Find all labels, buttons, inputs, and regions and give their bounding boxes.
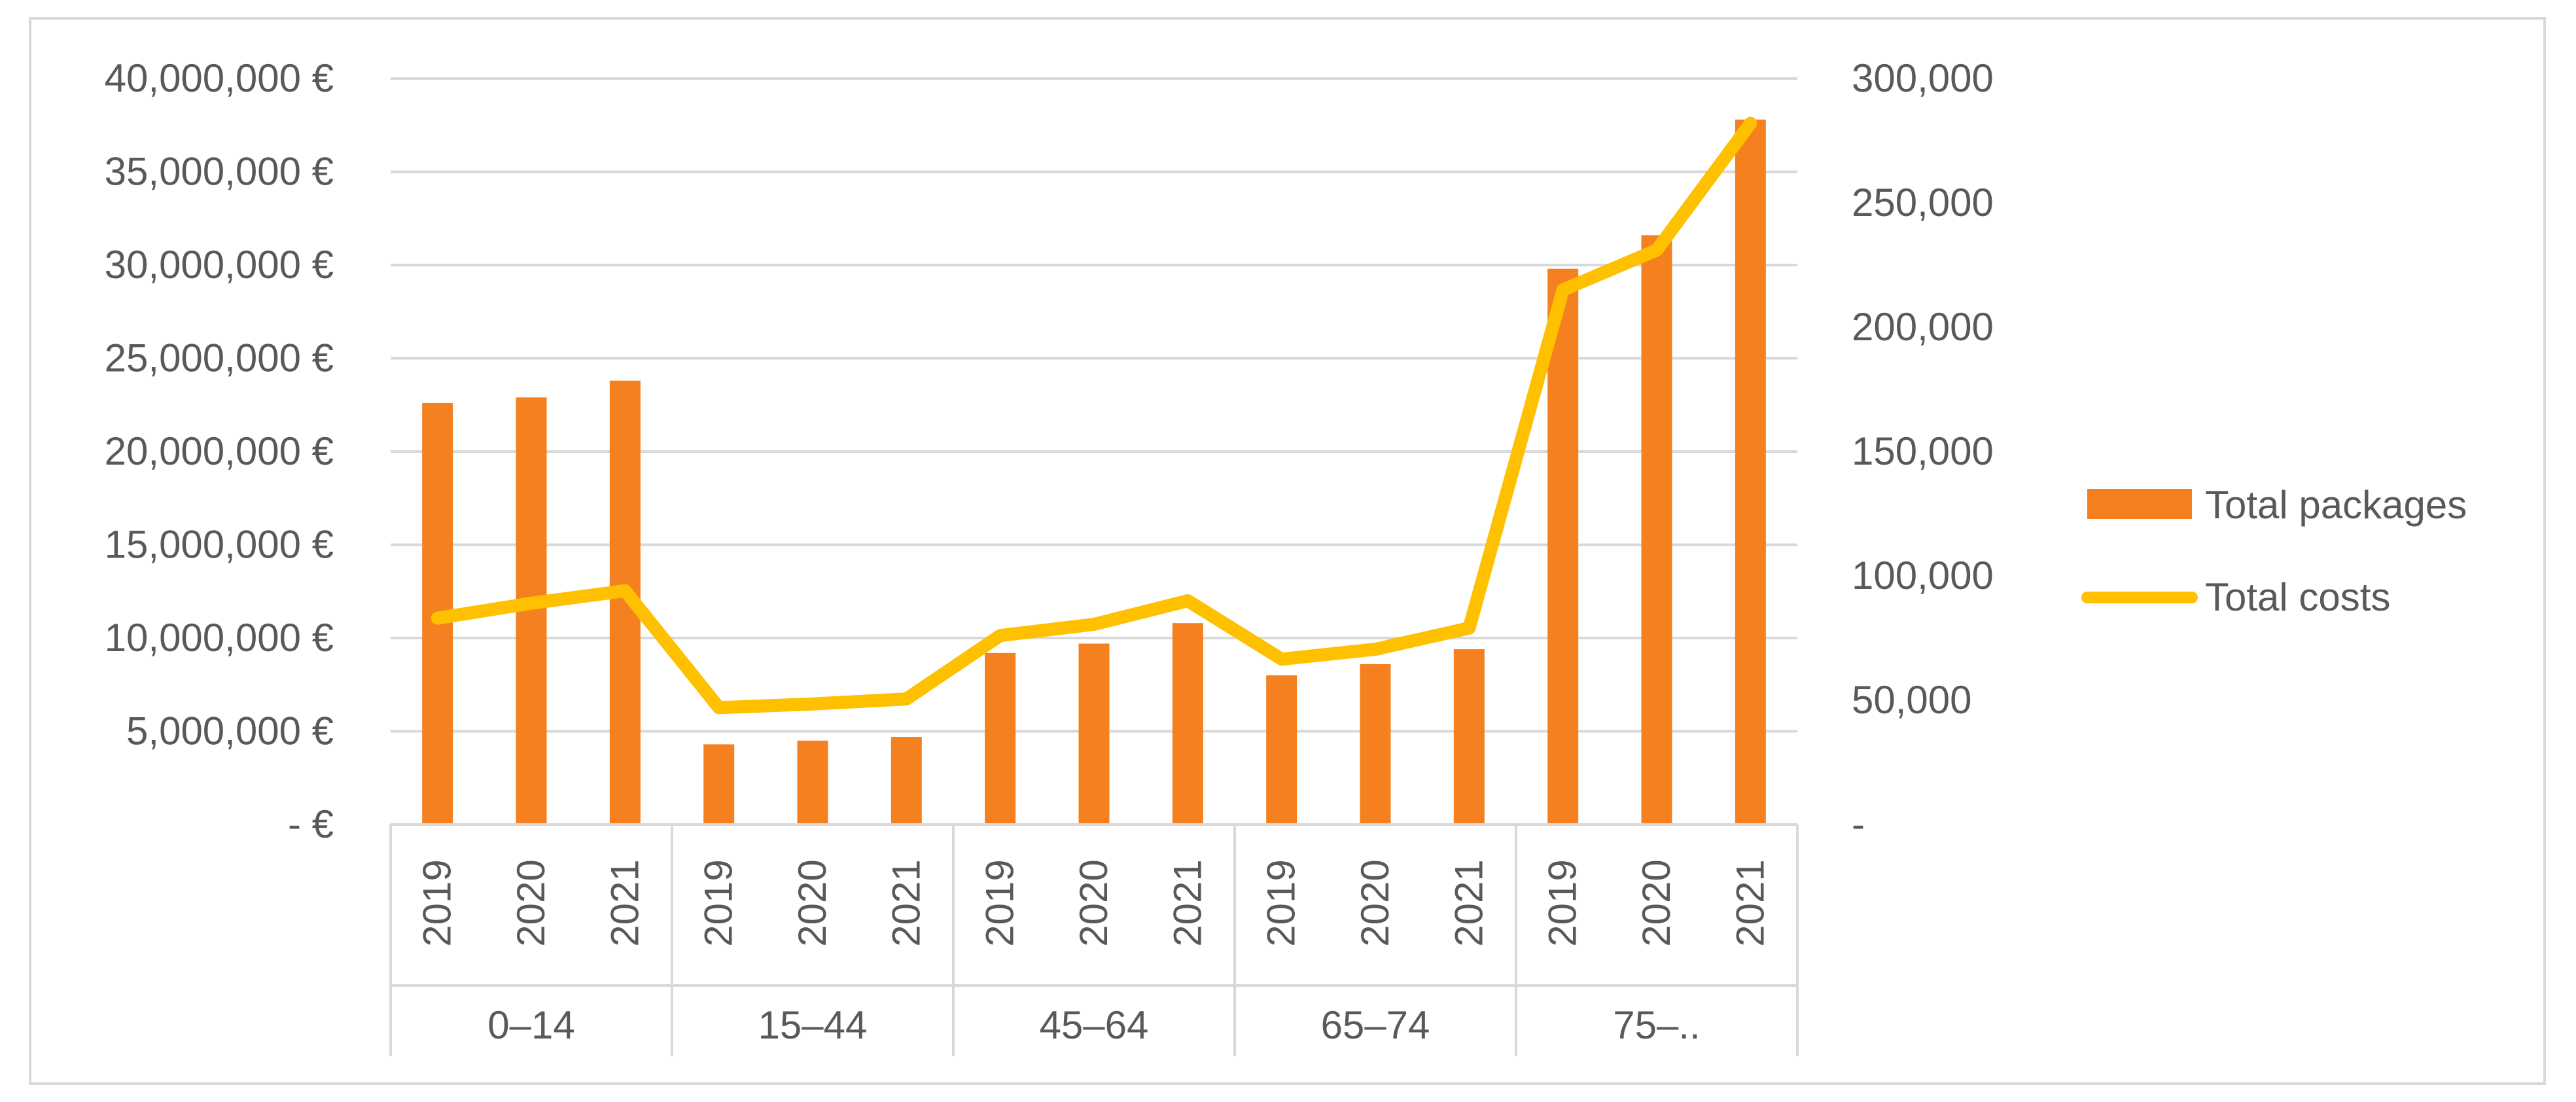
bar — [1735, 119, 1766, 825]
year-tick-label: 2020 — [790, 859, 834, 946]
year-tick-label: 2019 — [978, 859, 1022, 946]
bar — [1172, 623, 1203, 825]
bar — [1078, 643, 1110, 825]
group-tick-label: 75–.. — [1613, 1003, 1700, 1047]
year-tick-label: 2021 — [1447, 859, 1491, 946]
bar — [797, 740, 828, 825]
bar — [703, 744, 735, 825]
left-tick-label: 35,000,000 € — [105, 150, 334, 194]
year-tick-label: 2019 — [415, 859, 459, 946]
line-point — [718, 707, 720, 709]
year-tick-label: 2020 — [1353, 859, 1397, 946]
line-point — [1280, 658, 1282, 660]
left-tick-label: - € — [288, 802, 334, 846]
group-tick-label: 15–44 — [758, 1003, 868, 1047]
left-tick-label: 15,000,000 € — [105, 523, 334, 567]
bar — [1360, 664, 1391, 825]
right-tick-label: 250,000 — [1852, 181, 1994, 224]
right-tick-label: 100,000 — [1852, 554, 1994, 597]
left-tick-label: 10,000,000 € — [105, 616, 334, 660]
line-point — [999, 635, 1001, 637]
line-point — [1656, 249, 1657, 251]
bar — [1641, 235, 1672, 825]
year-tick-label: 2021 — [1728, 859, 1772, 946]
group-tick-label: 65–74 — [1321, 1003, 1430, 1047]
legend-swatch-total-packages — [2087, 489, 2192, 519]
line-point — [1562, 289, 1564, 291]
left-tick-label: 40,000,000 € — [105, 56, 334, 100]
bar-series-total-packages — [422, 119, 1766, 825]
line-series-total-costs — [431, 116, 1757, 715]
line-point — [812, 703, 813, 705]
left-tick-label: 20,000,000 € — [105, 429, 334, 473]
year-tick-label: 2020 — [1634, 859, 1678, 946]
left-tick-label: 25,000,000 € — [105, 336, 334, 380]
year-tick-label: 2019 — [1541, 859, 1585, 946]
year-tick-label: 2019 — [1260, 859, 1303, 946]
right-tick-label: 300,000 — [1852, 56, 1994, 100]
line-point — [1750, 122, 1752, 124]
year-tick-label: 2020 — [1072, 859, 1116, 946]
line-point — [1187, 600, 1189, 601]
left-tick-label: 30,000,000 € — [105, 243, 334, 287]
right-tick-label: 150,000 — [1852, 429, 1994, 473]
right-tick-label: - — [1852, 802, 1865, 846]
line-point — [1093, 624, 1095, 626]
right-axis: - 50,000 100,000 150,000 200,000 250,000 300,0… — [1852, 56, 1994, 846]
right-tick-label: 50,000 — [1852, 678, 1972, 722]
bar — [1453, 649, 1485, 825]
bar — [985, 652, 1016, 825]
year-tick-label: 2021 — [1165, 859, 1209, 946]
line-point — [1468, 627, 1470, 629]
legend-label-total-packages: Total packages — [2205, 483, 2467, 527]
right-tick-label: 200,000 — [1852, 305, 1994, 349]
legend: Total packages Total costs — [2081, 483, 2467, 619]
bar — [1266, 675, 1297, 825]
line-point — [531, 602, 532, 604]
line-point — [906, 698, 908, 700]
line-point — [1375, 649, 1376, 650]
year-tick-label: 2021 — [603, 859, 646, 946]
left-tick-label: 5,000,000 € — [126, 709, 334, 753]
category-axis: 2019 2020 2021 0–14 2019 2020 2021 15–44 2019 202… — [389, 823, 1799, 1056]
group-tick-label: 0–14 — [487, 1003, 574, 1047]
left-axis: - € 5,000,000 € 10,000,000 € 15,000,000 € 20… — [105, 56, 334, 846]
legend-label-total-costs: Total costs — [2205, 575, 2390, 619]
year-tick-label: 2019 — [697, 859, 741, 946]
year-tick-label: 2021 — [884, 859, 928, 946]
group-tick-label: 45–64 — [1040, 1003, 1149, 1047]
line-point — [624, 590, 626, 592]
line-point — [436, 617, 438, 619]
bar — [891, 737, 922, 825]
year-tick-label: 2020 — [509, 859, 553, 946]
bar — [1547, 268, 1579, 825]
